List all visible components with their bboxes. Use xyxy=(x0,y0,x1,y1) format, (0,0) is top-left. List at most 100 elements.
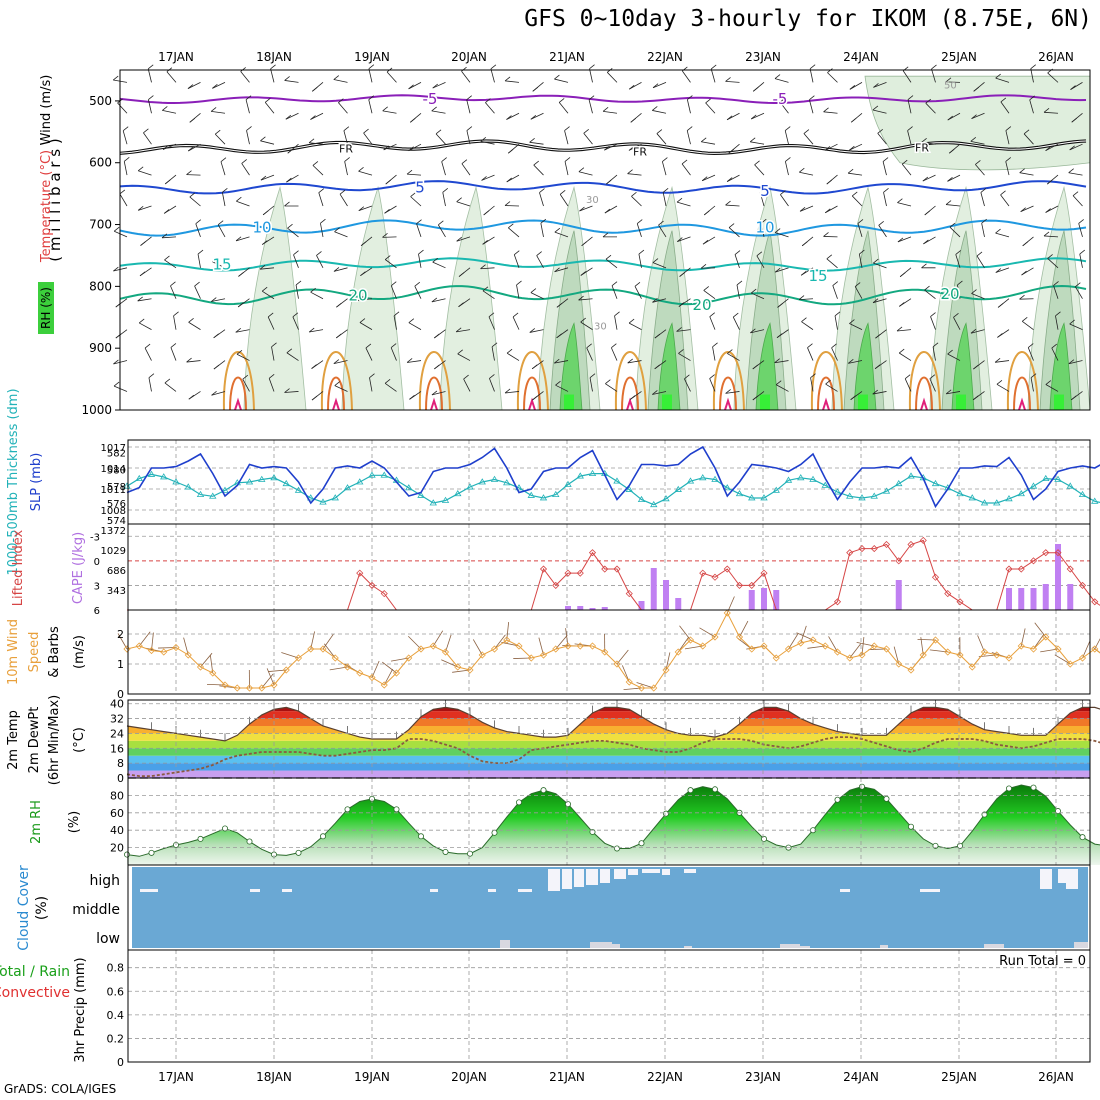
wind-barb xyxy=(1047,72,1059,83)
temp-contour-label: FR xyxy=(339,142,353,155)
wind-barb-feather xyxy=(1029,95,1035,101)
wind-barb-feather xyxy=(834,311,841,317)
wind-speed-point xyxy=(980,648,989,656)
wind-barb-feather xyxy=(604,208,611,214)
wind-barb-feather xyxy=(1070,85,1076,90)
wind-barb xyxy=(677,236,691,242)
thickness-point xyxy=(258,475,266,482)
wind-barb-feather xyxy=(883,188,889,193)
wind-barb-feather xyxy=(508,148,514,154)
wind-barb xyxy=(578,298,593,301)
date-label-top: 22JAN xyxy=(647,50,683,64)
surface-wind-barb xyxy=(616,649,629,665)
thickness-point xyxy=(895,479,903,487)
wind-speed-point xyxy=(331,654,339,662)
thickness-point xyxy=(282,479,290,487)
wind-barb-feather xyxy=(945,389,952,395)
wind-barb xyxy=(261,290,275,300)
lifted-index-axis-title: Lifted Index xyxy=(11,529,26,606)
wind-barb xyxy=(832,285,838,299)
wind-barb-feather xyxy=(931,64,937,70)
wind-barb xyxy=(809,99,814,114)
wind-barb-feather xyxy=(344,157,350,162)
thickness-point xyxy=(429,499,437,506)
wind-barb-feather xyxy=(784,126,791,131)
wind-barb xyxy=(750,141,765,145)
wind-speed-point xyxy=(1066,660,1074,668)
lifted-index-point xyxy=(1029,557,1038,565)
wind-barb-feather xyxy=(798,295,805,300)
precip-frame xyxy=(127,949,1091,1063)
wind-barb-feather xyxy=(921,137,927,143)
wind-barb xyxy=(143,132,152,145)
upper-wind-barbs xyxy=(112,64,1086,401)
date-label-top: 23JAN xyxy=(745,50,781,64)
pressure-tick-label: 500 xyxy=(89,94,112,108)
wind-barb xyxy=(1044,111,1059,114)
wind-barb-feather xyxy=(930,312,936,317)
wind-barb xyxy=(825,383,838,392)
wind-speed-point xyxy=(135,642,143,650)
wind-barb-feather xyxy=(882,157,889,162)
thickness-point xyxy=(1054,475,1062,482)
wind-barb-feather xyxy=(756,251,763,257)
wind-barb xyxy=(211,110,226,114)
wind-barb-feather xyxy=(800,270,807,276)
wind-barb-feather xyxy=(261,286,268,292)
wind-barb-feather xyxy=(980,188,987,193)
wind-speed-point xyxy=(319,645,327,653)
wind-barb-feather xyxy=(687,95,693,100)
wind-barb-feather xyxy=(558,98,565,103)
wind-barb xyxy=(849,323,863,330)
wind-barb-feather xyxy=(536,251,542,256)
surface-wind-barb xyxy=(665,652,671,671)
wind-barb-feather xyxy=(1030,64,1037,69)
wind-barb-feather xyxy=(628,84,635,90)
date-label-top: 24JAN xyxy=(843,50,879,64)
wind-barb xyxy=(725,391,740,394)
wind-barb-feather xyxy=(847,168,854,174)
wind-barb xyxy=(386,71,397,83)
wind-barb-feather xyxy=(410,192,416,197)
wind-barb xyxy=(1069,143,1083,151)
wind-barb-feather xyxy=(725,389,731,394)
wind-barb xyxy=(197,253,201,268)
wind-barb xyxy=(559,194,569,207)
wind-barb-feather xyxy=(995,73,1001,79)
wind-barb-feather xyxy=(734,250,741,255)
wind-barb xyxy=(139,322,152,330)
temp-band xyxy=(128,755,1090,764)
wind-speed-point xyxy=(405,654,413,662)
date-label-bottom: 20JAN xyxy=(451,1070,487,1084)
wind-barb xyxy=(170,285,177,299)
wind-barb xyxy=(505,391,520,394)
wind-barb-feather xyxy=(222,187,228,193)
wind-speed-point xyxy=(686,636,695,644)
temp-contour-35 xyxy=(1018,397,1026,411)
wind-barb xyxy=(634,286,642,299)
wind-barb-feather xyxy=(774,358,780,364)
date-label-top: 20JAN xyxy=(451,50,487,64)
surface-wind-barb xyxy=(739,620,749,638)
wind-barb xyxy=(754,164,765,176)
cape-bar xyxy=(1018,588,1025,610)
thickness-point xyxy=(1005,495,1013,502)
wind-barb-feather xyxy=(506,115,512,120)
wind-barb xyxy=(285,112,299,120)
wind-barb-feather xyxy=(907,126,913,131)
lifted-index-point xyxy=(1042,549,1050,557)
wind-barb-feather xyxy=(211,390,217,396)
rh-point xyxy=(908,823,915,830)
surface-wind-barb xyxy=(1033,634,1045,650)
wind-barb xyxy=(466,99,471,114)
wind-barb-feather xyxy=(211,297,217,302)
thickness-point xyxy=(797,474,805,481)
wind-barb xyxy=(245,99,250,114)
wind-barb xyxy=(1075,286,1083,299)
wind-barb-feather xyxy=(710,64,717,70)
wind-barb-feather xyxy=(504,388,511,394)
wind-barb-feather xyxy=(848,359,854,364)
wind-barb xyxy=(490,68,495,83)
wind-barb-feather xyxy=(292,312,299,318)
wind-barb-feather xyxy=(556,303,563,308)
